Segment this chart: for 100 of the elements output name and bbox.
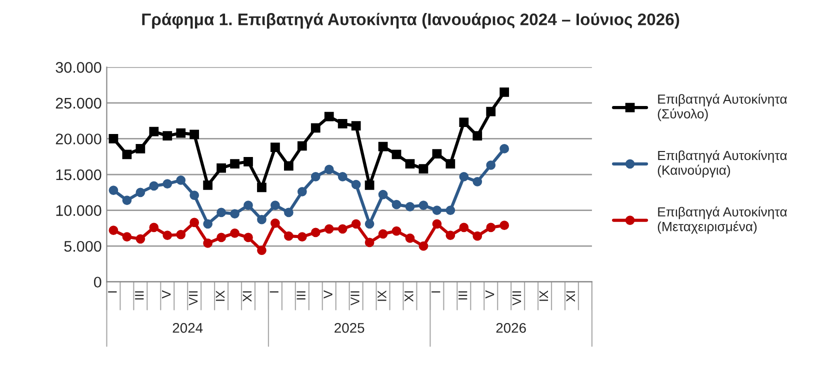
point bbox=[284, 161, 294, 171]
point bbox=[270, 200, 280, 210]
point bbox=[418, 241, 428, 251]
point bbox=[216, 208, 226, 218]
point bbox=[230, 209, 240, 219]
point bbox=[392, 200, 402, 210]
point bbox=[190, 130, 200, 140]
point bbox=[351, 180, 361, 190]
point bbox=[364, 238, 374, 248]
point bbox=[297, 232, 307, 242]
x-tick-label: XI bbox=[404, 291, 414, 302]
text: 2026 bbox=[496, 322, 526, 333]
point bbox=[324, 164, 334, 174]
y-tick-label: 0 bbox=[94, 276, 102, 288]
point bbox=[310, 123, 320, 133]
y-tick-label: 20.000 bbox=[56, 134, 102, 144]
point bbox=[392, 226, 402, 236]
point bbox=[108, 226, 118, 236]
point bbox=[176, 128, 186, 138]
point bbox=[244, 232, 253, 242]
point bbox=[162, 131, 172, 141]
point bbox=[136, 188, 146, 198]
point bbox=[364, 219, 374, 229]
chart-title: Γράφημα 1. Επιβατηγά Αυτοκίνητα (Ιανουάριος 2024 – Ιούνιος 2026) bbox=[142, 12, 680, 29]
point bbox=[378, 229, 388, 239]
point bbox=[257, 214, 266, 224]
point bbox=[351, 121, 361, 131]
point bbox=[190, 218, 200, 228]
point bbox=[216, 232, 226, 242]
point bbox=[324, 224, 334, 234]
point bbox=[230, 228, 240, 238]
point bbox=[244, 200, 253, 210]
legend-label: Επιβατηγά Αυτοκίνητα (Καινούργια) bbox=[658, 150, 787, 178]
point bbox=[459, 172, 469, 182]
y-tick-label: 15.000 bbox=[56, 169, 102, 180]
point bbox=[297, 141, 307, 151]
legend-label: Επιβατηγά Αυτοκίνητα (Μεταχειρισμένα) bbox=[658, 206, 787, 234]
y-tick-label: 10.000 bbox=[56, 205, 102, 216]
text: 2025 bbox=[334, 322, 364, 333]
point bbox=[405, 202, 415, 212]
point bbox=[500, 88, 510, 97]
point bbox=[392, 150, 402, 160]
point bbox=[351, 219, 361, 229]
point bbox=[310, 172, 320, 182]
point bbox=[149, 181, 159, 191]
point bbox=[432, 206, 442, 215]
point bbox=[500, 144, 510, 154]
point bbox=[472, 231, 482, 241]
y-tick-label: 5.000 bbox=[64, 240, 102, 252]
point bbox=[108, 186, 118, 195]
point bbox=[270, 218, 280, 228]
point bbox=[176, 176, 186, 185]
point bbox=[136, 234, 146, 244]
x-tick-label: IX bbox=[378, 290, 386, 301]
point bbox=[108, 134, 118, 144]
point bbox=[122, 150, 132, 160]
point bbox=[459, 118, 469, 127]
point bbox=[472, 131, 482, 141]
point bbox=[122, 196, 132, 205]
point bbox=[203, 219, 212, 229]
point bbox=[432, 219, 442, 229]
point bbox=[270, 142, 280, 152]
point bbox=[284, 231, 294, 241]
legend-label: Επιβατηγά Αυτοκίνητα (Σύνολο) bbox=[658, 94, 787, 122]
point bbox=[405, 234, 415, 243]
point bbox=[432, 149, 442, 158]
point bbox=[136, 144, 146, 154]
point bbox=[230, 159, 240, 168]
point bbox=[378, 142, 388, 152]
point bbox=[122, 232, 132, 242]
point bbox=[297, 187, 307, 196]
point bbox=[149, 222, 159, 232]
point bbox=[446, 159, 456, 168]
point bbox=[418, 164, 428, 174]
x-tick-label: III bbox=[135, 291, 144, 300]
point bbox=[459, 222, 469, 232]
y-tick-label: 25.000 bbox=[56, 98, 102, 109]
x-tick-label: XI bbox=[566, 291, 575, 302]
point bbox=[149, 126, 159, 136]
x-tick-label: IX bbox=[539, 290, 548, 301]
point bbox=[203, 238, 212, 248]
point bbox=[486, 106, 496, 116]
x-tick-label: VII bbox=[350, 291, 360, 306]
x-tick-label: I bbox=[270, 291, 278, 293]
x-tick-label: IX bbox=[216, 290, 225, 301]
point bbox=[472, 176, 482, 186]
point bbox=[310, 228, 320, 238]
point bbox=[418, 200, 428, 210]
text: 2024 bbox=[172, 322, 203, 333]
point bbox=[244, 156, 253, 166]
point bbox=[216, 163, 226, 173]
point bbox=[500, 220, 510, 230]
point bbox=[338, 172, 348, 182]
point bbox=[405, 159, 415, 168]
point bbox=[162, 179, 172, 188]
point bbox=[203, 180, 212, 190]
x-tick-label: V bbox=[162, 290, 171, 298]
point bbox=[378, 190, 388, 200]
x-tick-label: I bbox=[432, 291, 440, 293]
point bbox=[446, 206, 456, 215]
